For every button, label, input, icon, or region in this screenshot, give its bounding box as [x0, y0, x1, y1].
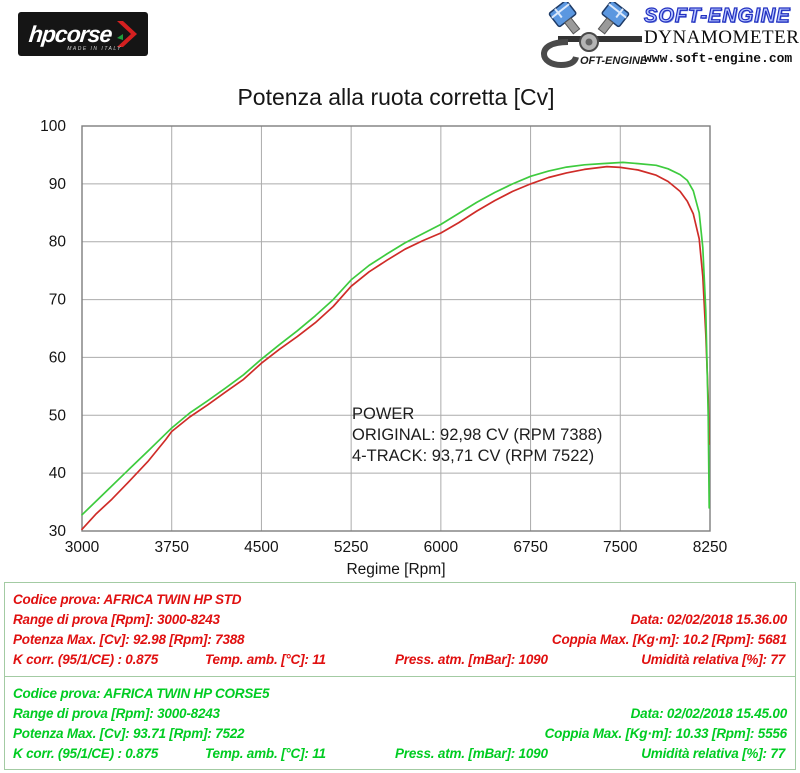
umidita-std: Umidità relativa [%]: 77: [641, 652, 785, 667]
potenza-max-std: Potenza Max. [Cv]: 92.98 [Rpm]: 7388: [13, 632, 245, 647]
power-curve-original: [81, 165, 711, 531]
y-tick-label: 50: [49, 407, 67, 424]
result-block-corse5: Codice prova: AFRICA TWIN HP CORSE5 Rang…: [5, 677, 795, 770]
annotation-line: ORIGINAL: 92,98 CV (RPM 7388): [352, 426, 602, 444]
test-results-panel: Codice prova: AFRICA TWIN HP STD Range d…: [4, 582, 796, 770]
k-corr-corse: K corr. (95/1/CE) : 0.875: [13, 746, 159, 761]
y-tick-label: 90: [49, 176, 67, 193]
press-atm-std: Press. atm. [mBar]: 1090: [395, 652, 548, 667]
y-tick-label: 80: [49, 234, 67, 251]
result-block-original: Codice prova: AFRICA TWIN HP STD Range d…: [5, 583, 795, 677]
soft-engine-url[interactable]: www.soft-engine.com: [644, 51, 793, 66]
pistons-icon: OFT-ENGINE: [540, 2, 646, 69]
potenza-max-corse: Potenza Max. [Cv]: 93.71 [Rpm]: 7522: [13, 726, 245, 741]
s-wordmark-text: OFT-ENGINE: [580, 55, 646, 67]
y-tick-label: 60: [49, 349, 67, 366]
y-tick-label: 100: [40, 118, 66, 135]
x-tick-label: 5250: [334, 539, 369, 556]
chart-title: Potenza alla ruota corretta [Cv]: [237, 84, 555, 110]
x-axis-title: Regime [Rpm]: [346, 561, 445, 578]
codice-prova-corse: Codice prova: AFRICA TWIN HP CORSE5: [13, 686, 270, 701]
temp-amb-std: Temp. amb. [°C]: 11: [205, 652, 326, 667]
soft-engine-brand: SOFT-ENGINE: [643, 4, 791, 27]
x-tick-label: 3750: [154, 539, 189, 556]
dynamometers-label: DYNAMOMETERS: [644, 27, 800, 48]
annotation-line: POWER: [352, 405, 414, 423]
coppia-max-corse: Coppia Max. [Kg·m]: 10.33 [Rpm]: 5556: [544, 726, 788, 741]
y-tick-label: 40: [49, 465, 67, 482]
data-ora-corse: Data: 02/02/2018 15.45.00: [630, 706, 788, 721]
range-prova-corse: Range di prova [Rpm]: 3000-8243: [13, 706, 220, 721]
x-tick-label: 4500: [244, 539, 279, 556]
x-tick-label: 7500: [603, 539, 638, 556]
x-tick-label: 6750: [513, 539, 548, 556]
soft-engine-logo: OFT-ENGINE SOFT-ENGINE DYNAMOMETERS www.…: [538, 2, 800, 72]
hpcorse-arrow-icon: [117, 21, 138, 47]
hpcorse-made-in-italy-label: MADE IN ITALY: [67, 46, 122, 52]
range-prova-std: Range di prova [Rpm]: 3000-8243: [13, 612, 220, 627]
x-tick-label: 3000: [65, 539, 100, 556]
annotation-line: 4-TRACK: 93,71 CV (RPM 7522): [352, 447, 594, 465]
y-tick-label: 30: [49, 523, 67, 540]
plot-frame: [81, 125, 711, 532]
temp-amb-corse: Temp. amb. [°C]: 11: [205, 746, 326, 761]
data-ora-std: Data: 02/02/2018 15.36.00: [630, 612, 788, 627]
k-corr-std: K corr. (95/1/CE) : 0.875: [13, 652, 159, 667]
x-tick-label: 6000: [424, 539, 459, 556]
power-curve-4track: [81, 161, 711, 516]
x-tick-label: 8250: [693, 539, 728, 556]
coppia-max-std: Coppia Max. [Kg·m]: 10.2 [Rpm]: 5681: [551, 632, 787, 647]
hpcorse-logo: hpcorse MADE IN ITALY: [18, 12, 148, 56]
umidita-corse: Umidità relativa [%]: 77: [641, 746, 785, 761]
y-tick-label: 70: [49, 292, 67, 309]
press-atm-corse: Press. atm. [mBar]: 1090: [395, 746, 548, 761]
power-curve-chart: 3000 3750 4500 5250 6000 6750 7500 8250 30 40 50 60…: [40, 118, 728, 578]
hpcorse-wordmark: hpcorse: [27, 20, 113, 47]
codice-prova-std: Codice prova: AFRICA TWIN HP STD: [13, 592, 242, 607]
